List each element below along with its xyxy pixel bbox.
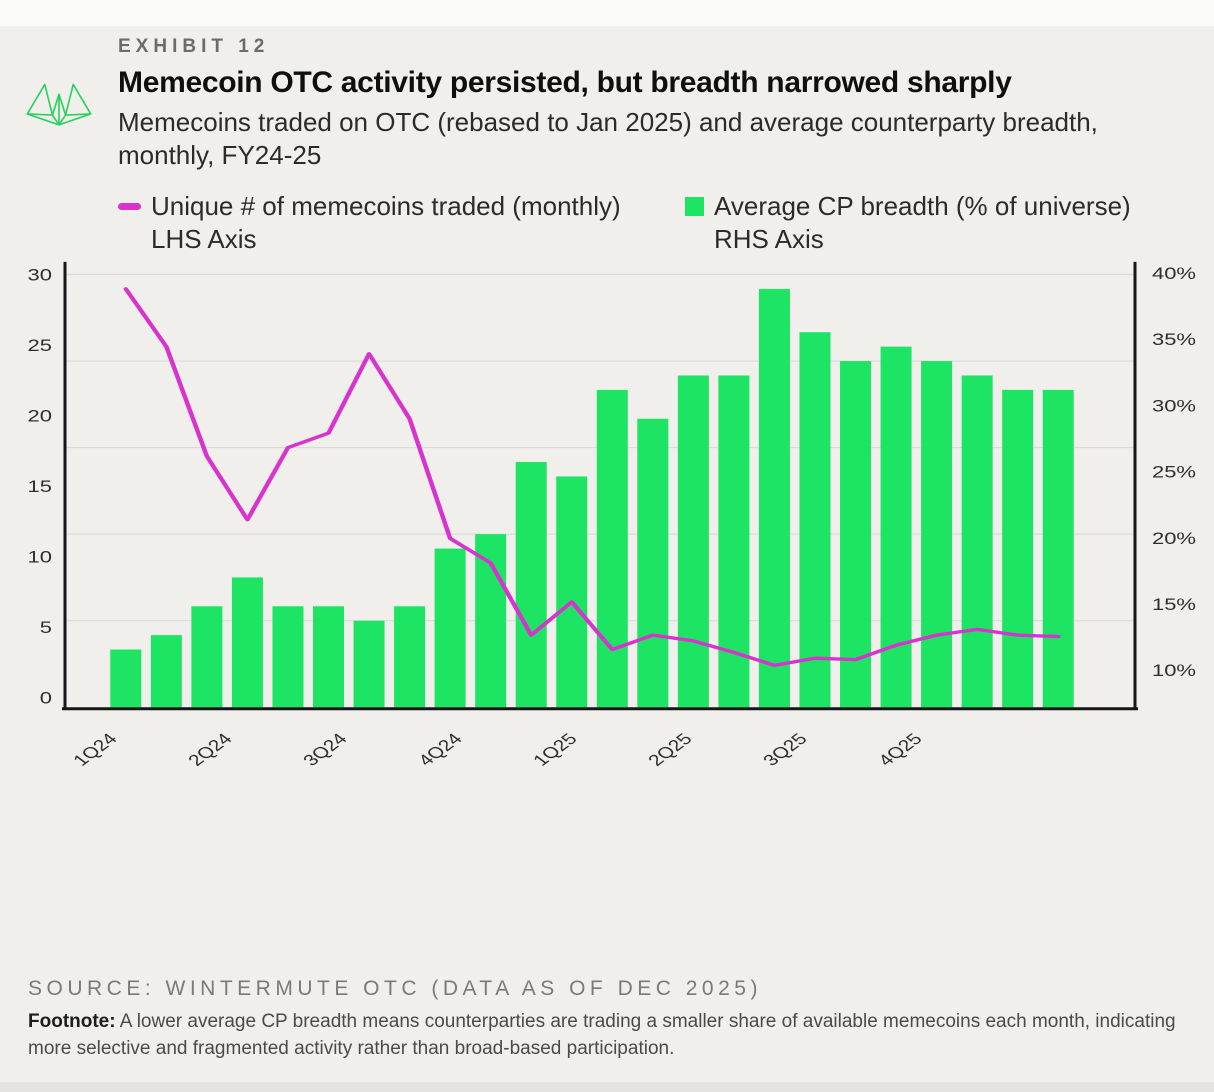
- legend-label: Unique # of memecoins traded (monthly): [151, 191, 621, 221]
- right-axis-tick-label: 25%: [1152, 463, 1196, 482]
- bar: [110, 649, 142, 708]
- bar: [150, 635, 182, 708]
- bar: [961, 375, 993, 708]
- chart-area: 30 25 20 15 10 5 0 40% 35% 30% 25% 20% 15% 10% 1Q24 2Q2…: [0, 250, 1214, 975]
- footnote-label: Footnote:: [28, 1011, 116, 1032]
- bar: [880, 346, 912, 708]
- wintermute-logo: [26, 83, 92, 126]
- bar: [1002, 389, 1034, 708]
- bar: [921, 361, 953, 708]
- bar: [758, 288, 790, 708]
- bar: [434, 548, 466, 708]
- footnote: Footnote: A lower average CP breadth mea…: [28, 1008, 1193, 1062]
- source-line: SOURCE: WINTERMUTE OTC (DATA AS OF DEC 2…: [28, 977, 762, 1000]
- bar: [799, 332, 831, 708]
- right-axis-tick-label: 40%: [1152, 265, 1196, 284]
- bar: [475, 534, 507, 708]
- legend-axis-note: LHS Axis: [151, 224, 257, 254]
- combo-chart: 30 25 20 15 10 5 0 40% 35% 30% 25% 20% 15% 10% 1Q24 2Q2…: [28, 261, 1196, 769]
- left-axis-tick-label: 15: [28, 478, 52, 497]
- legend-item-text: Average CP breadth (% of universe) RHS A…: [714, 190, 1131, 256]
- legend-item-bar-series: Average CP breadth (% of universe) RHS A…: [685, 190, 1131, 256]
- left-axis-tick-label: 25: [28, 337, 52, 356]
- x-axis-label: 4Q25: [873, 730, 926, 769]
- right-axis-tick-label: 30%: [1152, 397, 1196, 416]
- x-axis-label: 4Q24: [413, 730, 466, 769]
- x-axis-label: 3Q24: [298, 730, 351, 769]
- left-axis-tick-label: 30: [28, 266, 53, 285]
- bar: [556, 476, 588, 708]
- right-axis-tick-label: 35%: [1152, 331, 1196, 350]
- bottom-edge-band: [0, 1082, 1214, 1092]
- bar-series-swatch-icon: [685, 197, 704, 216]
- x-axis-label: 1Q25: [528, 730, 581, 769]
- bar: [840, 361, 872, 708]
- bar: [1042, 389, 1074, 708]
- bar: [272, 606, 304, 708]
- bar: [313, 606, 344, 708]
- line-series-swatch-icon: [118, 203, 141, 210]
- left-axis-tick-label: 5: [40, 619, 52, 638]
- left-axis-tick-label: 0: [40, 689, 52, 708]
- x-axis-label: 1Q24: [68, 730, 121, 769]
- x-axis-label: 2Q25: [643, 730, 696, 769]
- bar: [637, 418, 669, 708]
- bar: [353, 620, 385, 708]
- page-title: Memecoin OTC activity persisted, but bre…: [118, 66, 1012, 99]
- left-axis-tick-label: 10: [28, 548, 53, 567]
- bar: [231, 577, 263, 708]
- exhibit-label: EXHIBIT 12: [118, 36, 270, 57]
- right-axis-tick-label: 20%: [1152, 529, 1196, 548]
- bar: [515, 462, 547, 708]
- x-axis-label: 2Q24: [183, 730, 236, 769]
- top-highlight-band: [0, 0, 1214, 26]
- right-axis-tick-label: 10%: [1152, 662, 1196, 681]
- bar: [596, 389, 628, 708]
- trend-line: [123, 287, 1061, 668]
- bar: [394, 606, 426, 708]
- left-axis-tick-label: 20: [28, 407, 53, 426]
- legend-item-line-series: Unique # of memecoins traded (monthly) L…: [118, 190, 621, 256]
- chart-legend: Unique # of memecoins traded (monthly) L…: [118, 190, 1198, 260]
- chart-subtitle: Memecoins traded on OTC (rebased to Jan …: [118, 107, 1098, 170]
- footnote-text: A lower average CP breadth means counter…: [28, 1011, 1176, 1059]
- legend-label: Average CP breadth (% of universe): [714, 191, 1131, 221]
- bar: [191, 606, 223, 708]
- legend-item-text: Unique # of memecoins traded (monthly) L…: [151, 190, 621, 256]
- x-axis-label: 3Q25: [758, 730, 811, 769]
- bar: [677, 375, 709, 708]
- legend-axis-note: RHS Axis: [714, 224, 824, 254]
- right-axis-tick-label: 15%: [1152, 596, 1196, 615]
